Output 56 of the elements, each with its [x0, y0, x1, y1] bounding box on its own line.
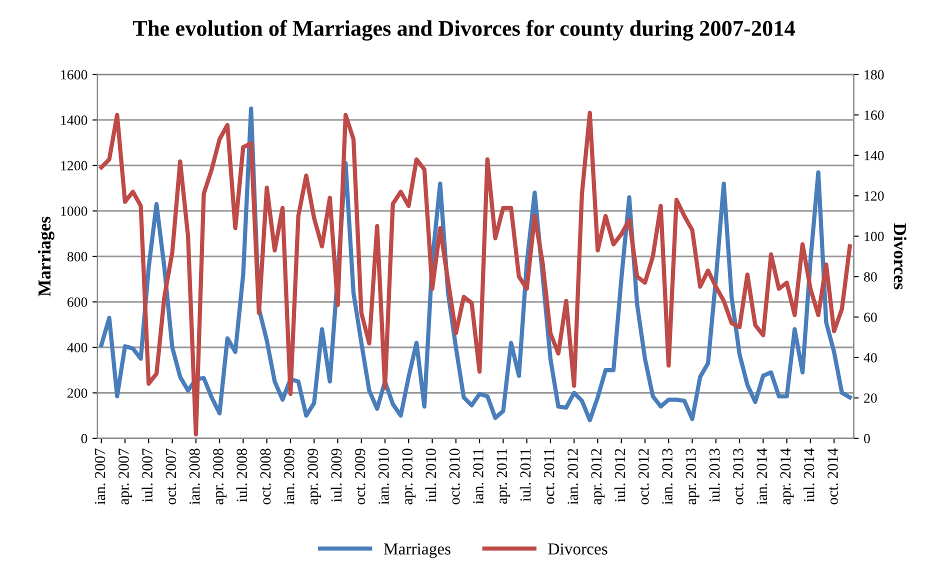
x-tick-label: oct. 2014 [828, 448, 838, 504]
y2-tick-label: 40 [864, 353, 877, 362]
x-tick-label: apr. 2007 [118, 448, 132, 504]
y-tick-label: 1600 [61, 70, 88, 80]
x-tick-label: ian. 2008 [189, 448, 200, 505]
x-tick-label: iul. 2009 [330, 448, 342, 502]
y2-tick-label: 0 [864, 434, 870, 444]
x-tick-label: iul. 2012 [614, 448, 626, 502]
y-tick-label: 400 [67, 342, 88, 352]
x-tick-label: apr. 2010 [402, 448, 416, 504]
x-tick-label: oct. 2013 [733, 448, 744, 504]
x-tick-label: apr. 2013 [686, 448, 700, 504]
y-tick-label: 1200 [61, 161, 88, 170]
x-tick-label: iul. 2013 [708, 448, 720, 502]
x-tick-label: ian. 2013 [662, 448, 673, 505]
y-axis-title: Marriages [38, 216, 54, 296]
chart-title: The evolution of Marriages and Divorces for county during 2007-2014 [132, 20, 795, 41]
x-tick-label: iul. 2014 [804, 448, 814, 502]
x-tick-label: apr. 2014 [780, 448, 794, 504]
x-tick-label: ian. 2007 [94, 448, 106, 505]
x-tick-label: oct. 2011 [544, 448, 554, 504]
y2-tick-label: 160 [864, 110, 884, 120]
x-tick-label: iul. 2010 [425, 448, 436, 502]
y2-tick-label: 60 [864, 312, 877, 322]
y-tick-label: 1000 [61, 206, 88, 216]
x-tick-label: ian. 2009 [284, 448, 294, 505]
x-tick-label: ian. 2014 [756, 448, 768, 505]
y2-tick-label: 100 [864, 232, 884, 242]
legend-label: Divorces [548, 543, 608, 555]
x-tick-label: iul. 2011 [520, 448, 531, 502]
y2-tick-label: 180 [864, 70, 884, 80]
x-tick-label: apr. 2011 [496, 448, 510, 504]
x-tick-label: apr. 2012 [591, 448, 605, 504]
y-tick-label: 1400 [61, 116, 88, 125]
x-tick-label: ian. 2011 [473, 448, 484, 504]
y-tick-label: 800 [67, 252, 88, 262]
y2-tick-label: 20 [864, 394, 877, 403]
x-tick-label: oct. 2010 [449, 448, 460, 504]
x-tick-label: apr. 2008 [213, 448, 226, 504]
x-tick-label: iul. 2008 [236, 448, 248, 502]
x-tick-label: ian. 2010 [378, 448, 389, 505]
x-tick-label: oct. 2012 [638, 448, 649, 504]
y2-axis-title: Divorces [894, 223, 907, 290]
y-tick-label: 600 [67, 297, 88, 307]
x-tick-label: oct. 2009 [354, 448, 366, 504]
y2-tick-label: 120 [864, 191, 884, 201]
x-tick-label: oct. 2007 [166, 448, 176, 504]
y-tick-label: 200 [67, 388, 88, 398]
x-tick-label: iul. 2007 [142, 448, 153, 502]
x-tick-label: oct. 2008 [260, 448, 271, 504]
x-tick-label: apr. 2009 [308, 448, 322, 504]
y2-tick-label: 80 [864, 272, 877, 282]
y2-tick-label: 140 [864, 150, 884, 160]
legend-label: Marriages [384, 543, 450, 558]
x-tick-label: ian. 2012 [568, 448, 578, 505]
y-tick-label: 0 [81, 434, 88, 444]
